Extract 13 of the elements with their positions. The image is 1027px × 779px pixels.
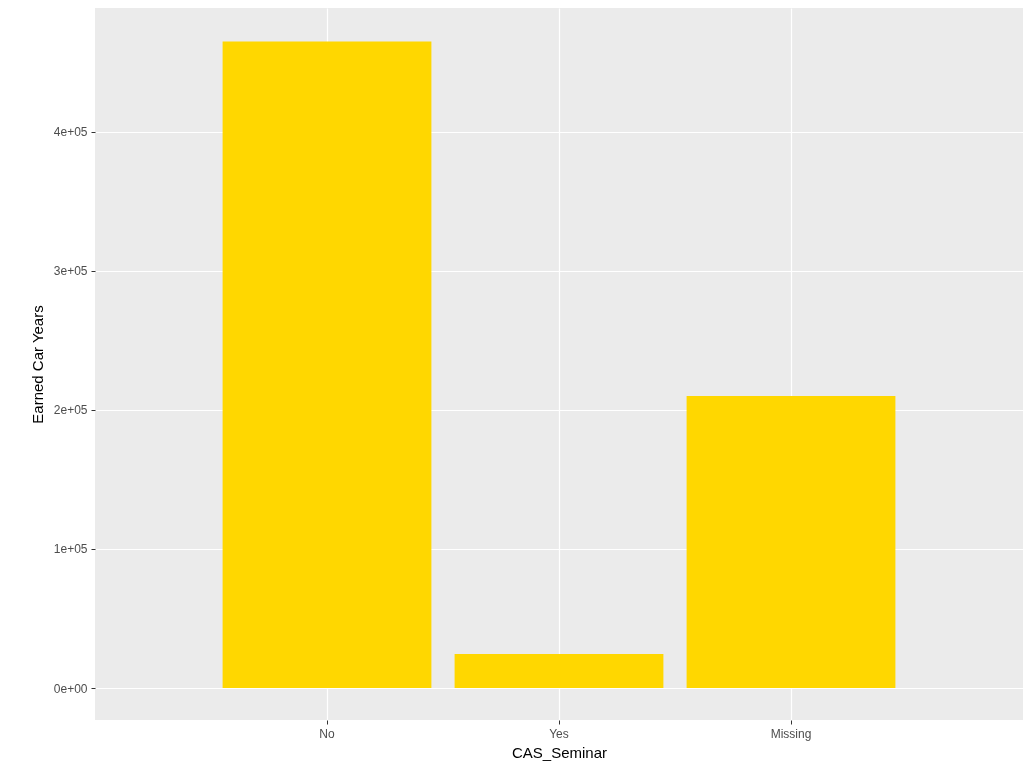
x-axis-title: CAS_Seminar [511, 743, 608, 761]
y-tick-label: 2e+05 [53, 403, 88, 418]
y-tick-label: 0e+00 [53, 681, 88, 696]
bar [222, 41, 432, 689]
x-tick-label: Missing [770, 726, 812, 741]
x-tick-label: No [319, 726, 335, 741]
y-tick-label: 4e+05 [53, 125, 88, 140]
y-tick-label: 3e+05 [53, 264, 88, 279]
x-tick-label: Yes [549, 726, 569, 741]
y-axis-title: Earned Car Years [28, 305, 46, 424]
bar [686, 395, 896, 689]
bar [454, 653, 664, 689]
y-tick-label: 1e+05 [53, 542, 88, 557]
